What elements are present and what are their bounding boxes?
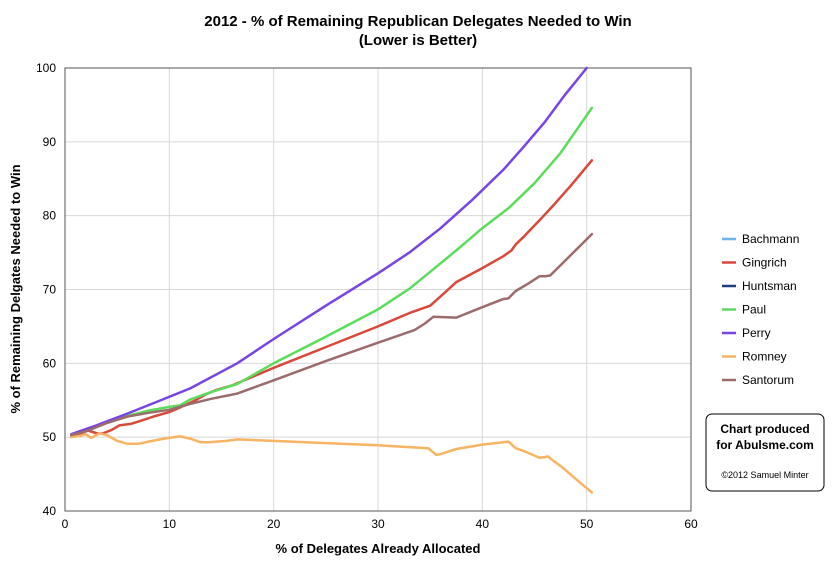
legend-label-perry: Perry	[742, 326, 771, 340]
axis-ticks: 0 10 20 30 40 50 60 40 50 60 70 80 90 100	[36, 61, 698, 531]
credit-box-frame	[705, 413, 825, 492]
legend-label-huntsman: Huntsman	[742, 279, 797, 293]
y-tick-label: 80	[43, 209, 57, 223]
y-tick-label: 40	[43, 504, 57, 518]
series-line-perry	[70, 66, 588, 436]
credit-box: Chart produced for Abulsme.com ©2012 Sam…	[705, 413, 825, 492]
legend-label-gingrich: Gingrich	[742, 256, 787, 270]
credit-line-2: for Abulsme.com	[716, 438, 814, 452]
series-line-romney	[70, 432, 594, 494]
y-tick-label: 90	[43, 135, 57, 149]
plot-area	[64, 67, 692, 512]
y-tick-label: 100	[36, 61, 56, 75]
chart-title: 2012 - % of Remaining Republican Delegat…	[204, 13, 631, 30]
series-lines	[70, 66, 594, 494]
credit-line-3: ©2012 Samuel Minter	[721, 470, 808, 480]
y-axis-title: % of Remaining Delgates Needed to Win	[8, 164, 23, 413]
legend-label-santorum: Santorum	[742, 373, 794, 387]
x-tick-label: 50	[580, 517, 594, 531]
legend-label-bachmann: Bachmann	[742, 232, 799, 246]
legend-label-paul: Paul	[742, 303, 766, 317]
x-tick-label: 30	[371, 517, 385, 531]
y-tick-label: 70	[43, 283, 57, 297]
x-tick-label: 40	[476, 517, 490, 531]
chart-subtitle: (Lower is Better)	[359, 32, 477, 49]
series-line-santorum	[70, 232, 594, 437]
x-tick-label: 60	[684, 517, 698, 531]
legend: Bachmann Gingrich Huntsman Paul Perry Romney S…	[722, 232, 799, 387]
x-tick-label: 20	[267, 517, 281, 531]
x-tick-label: 0	[62, 517, 69, 531]
x-axis-title: % of Delegates Already Allocated	[276, 541, 481, 556]
y-tick-label: 50	[43, 430, 57, 444]
credit-line-1: Chart produced	[720, 422, 809, 436]
x-tick-label: 10	[163, 517, 177, 531]
y-tick-label: 60	[43, 356, 57, 370]
legend-label-romney: Romney	[742, 350, 787, 364]
